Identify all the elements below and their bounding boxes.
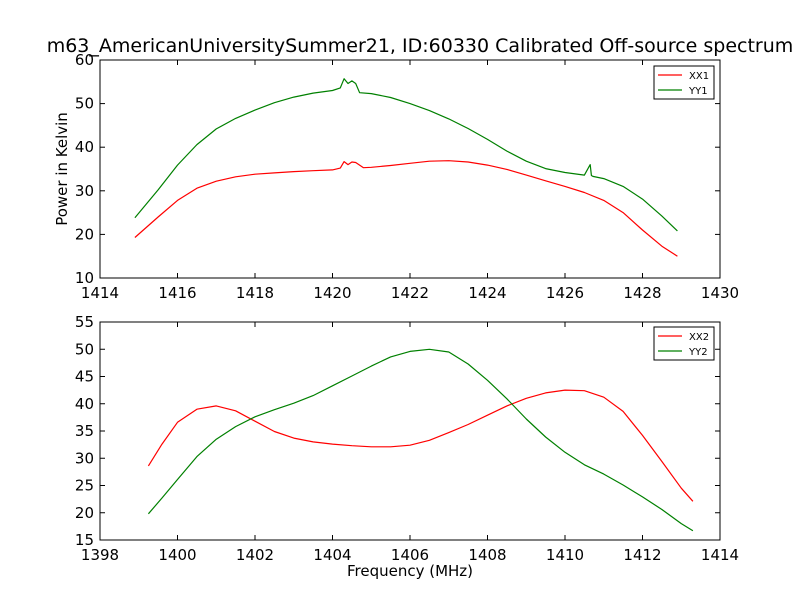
bottom-y-tick-label: 55 xyxy=(75,313,94,331)
top-plot-background xyxy=(100,60,720,278)
top-series-xx1-line xyxy=(134,160,678,257)
top-legend-label-xx1: XX1 xyxy=(689,71,709,82)
top-y-axis-label: Power in Kelvin xyxy=(53,112,71,226)
bottom-legend-label-xx2: XX2 xyxy=(689,332,709,343)
bottom-series-yy2-line xyxy=(147,348,694,532)
bottom-x-axis-label: Frequency (MHz) xyxy=(347,562,473,580)
top-x-tick-label: 1426 xyxy=(546,284,584,302)
bottom-y-tick-label: 30 xyxy=(75,449,94,467)
bottom-plot-area: 1398 1400 1402 1404 1406 1408 1410 1412 1414 15 20… xyxy=(75,313,739,564)
bottom-series-xx2-line xyxy=(147,389,694,502)
top-plot-area: 1414 1416 1418 1420 1422 1424 1426 1428 1430 10 20… xyxy=(75,51,739,302)
bottom-x-tick-label: 1414 xyxy=(701,546,739,564)
top-y-tick-label: 50 xyxy=(75,95,94,113)
bottom-legend-box xyxy=(653,326,715,361)
top-x-tick-label: 1420 xyxy=(313,284,351,302)
chart-title: m63_AmericanUniversitySummer21, ID:60330… xyxy=(47,35,794,57)
bottom-plot-background xyxy=(100,322,720,540)
bottom-y-tick-label: 25 xyxy=(75,477,94,495)
bottom-y-tick-label: 35 xyxy=(75,422,94,440)
top-legend-box xyxy=(653,65,715,100)
top-x-tick-label: 1430 xyxy=(701,284,739,302)
bottom-x-tick-label: 1400 xyxy=(158,546,196,564)
top-y-tick-label: 10 xyxy=(75,269,94,287)
bottom-y-tick-label: 40 xyxy=(75,395,94,413)
top-x-tick-label: 1418 xyxy=(236,284,274,302)
bottom-y-tick-label: 50 xyxy=(75,340,94,358)
top-x-tick-label: 1416 xyxy=(158,284,196,302)
bottom-x-tick-label: 1402 xyxy=(236,546,274,564)
bottom-y-tick-label: 15 xyxy=(75,531,94,549)
bottom-y-tick-label: 20 xyxy=(75,504,94,522)
bottom-legend-label-yy2: YY2 xyxy=(688,347,708,358)
bottom-x-tick-label: 1410 xyxy=(546,546,584,564)
bottom-y-tick-label: 45 xyxy=(75,368,94,386)
top-x-tick-label: 1414 xyxy=(81,284,119,302)
top-series-yy1-line xyxy=(134,78,678,232)
top-x-tick-label: 1422 xyxy=(391,284,429,302)
bottom-x-tick-label: 1406 xyxy=(391,546,429,564)
top-y-tick-label: 40 xyxy=(75,138,94,156)
bottom-x-tick-label: 1404 xyxy=(313,546,351,564)
top-y-tick-label: 30 xyxy=(75,182,94,200)
top-legend-label-yy1: YY1 xyxy=(688,86,708,97)
bottom-x-tick-label: 1398 xyxy=(81,546,119,564)
top-x-tick-label: 1428 xyxy=(623,284,661,302)
top-y-tick-label: 20 xyxy=(75,225,94,243)
bottom-x-tick-label: 1412 xyxy=(623,546,661,564)
top-x-tick-label: 1424 xyxy=(468,284,506,302)
bottom-x-tick-label: 1408 xyxy=(468,546,506,564)
top-y-tick-label: 60 xyxy=(75,51,94,69)
